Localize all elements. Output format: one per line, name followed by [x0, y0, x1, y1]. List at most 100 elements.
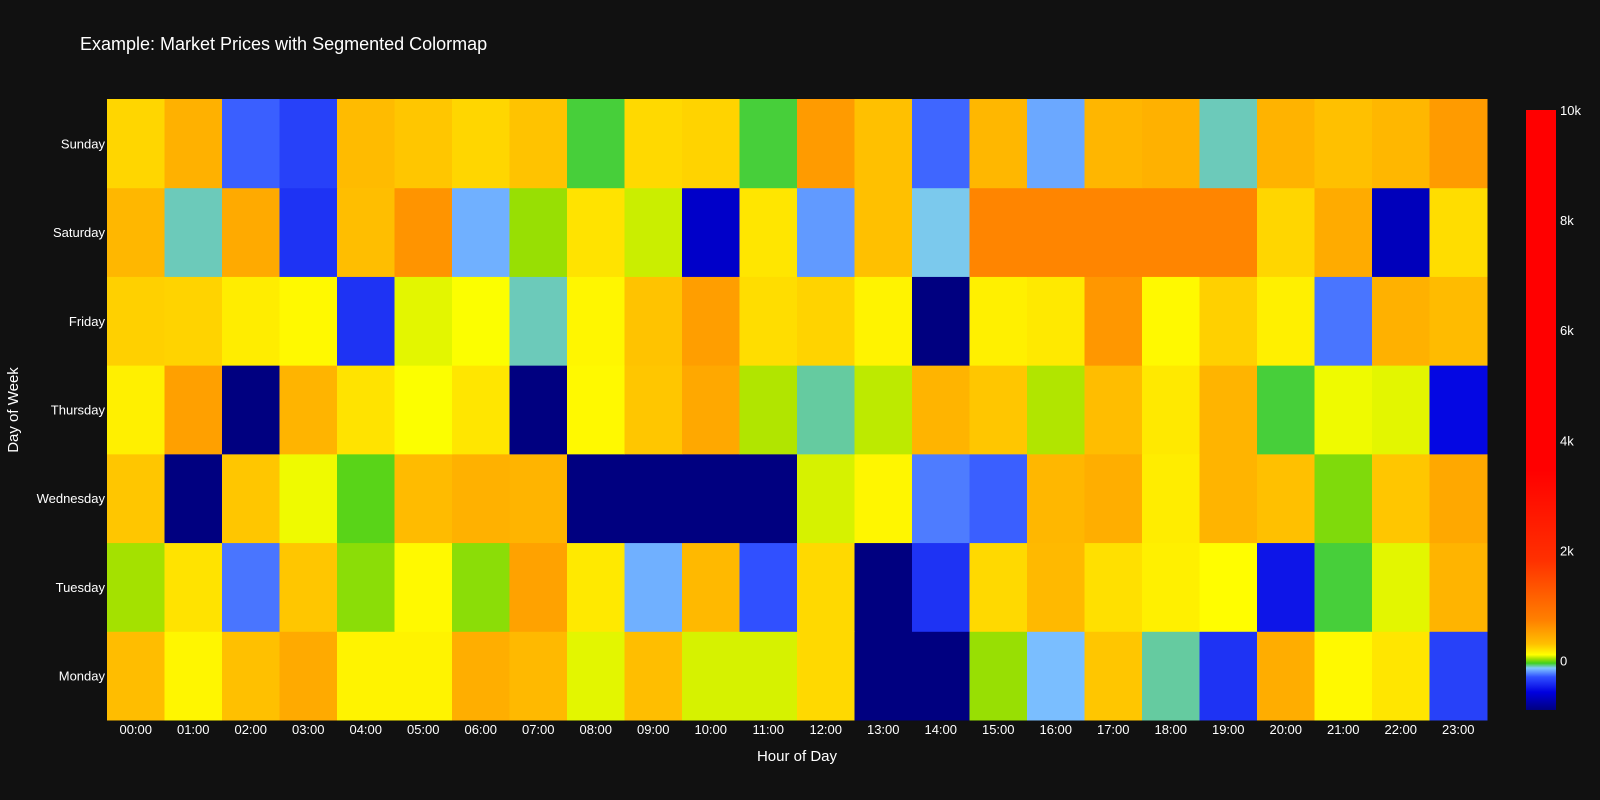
heatmap-cell: [682, 631, 740, 721]
heatmap-cell: [912, 365, 970, 455]
heatmap-cell: [969, 542, 1028, 632]
x-tick-label: 21:00: [1327, 722, 1360, 737]
x-tick-label: 09:00: [637, 722, 670, 737]
heatmap-cell: [1257, 99, 1315, 189]
heatmap-cell: [797, 365, 855, 455]
heatmap-cell: [1257, 631, 1315, 721]
heatmap-cell: [452, 99, 510, 189]
chart-title: Example: Market Prices with Segmented Co…: [80, 34, 487, 54]
heatmap-cell: [337, 631, 395, 721]
x-tick-label: 01:00: [177, 722, 210, 737]
heatmap-cell: [739, 276, 798, 366]
heatmap-cell: [567, 631, 625, 721]
heatmap-cell: [1199, 187, 1258, 277]
heatmap-cell: [452, 542, 510, 632]
heatmap-cell: [682, 99, 740, 189]
heatmap-cell: [279, 187, 338, 277]
heatmap-cell: [1199, 365, 1258, 455]
heatmap-cell: [337, 187, 395, 277]
heatmap-cell: [854, 542, 913, 632]
heatmap-cell: [1142, 453, 1200, 544]
heatmap-cell: [107, 453, 165, 544]
colorbar-tick-label: 0: [1560, 653, 1567, 668]
heatmap-cell: [279, 276, 338, 366]
x-tick-label: 04:00: [349, 722, 382, 737]
heatmap-cell: [969, 276, 1028, 366]
heatmap-cell: [1142, 276, 1200, 366]
x-tick-label: 19:00: [1212, 722, 1245, 737]
heatmap-cell: [1372, 453, 1430, 544]
colorbar-ticks: 0 2k 4k 6k 8k 10k: [1560, 103, 1581, 668]
heatmap-cell: [567, 276, 625, 366]
x-tick-label: 11:00: [752, 722, 784, 737]
heatmap-cell: [854, 453, 913, 544]
heatmap-cell: [509, 631, 568, 721]
heatmap-cell: [394, 276, 453, 366]
heatmap-cell: [1314, 542, 1373, 632]
heatmap-cell: [739, 631, 798, 721]
heatmap-cell: [164, 542, 223, 632]
heatmap-cell: [1429, 187, 1488, 277]
heatmap-cell: [279, 365, 338, 455]
x-tick-label: 08:00: [579, 722, 612, 737]
heatmap-cell: [394, 453, 453, 544]
heatmap-cell: [1027, 187, 1085, 277]
x-tick-label: 13:00: [867, 722, 900, 737]
x-tick-label: 12:00: [809, 722, 842, 737]
x-tick-label: 18:00: [1154, 722, 1187, 737]
heatmap-cell: [1027, 542, 1085, 632]
y-tick-label: Tuesday: [56, 580, 106, 595]
heatmap-cell: [797, 631, 855, 721]
heatmap-cell: [969, 99, 1028, 189]
x-tick-label: 17:00: [1097, 722, 1130, 737]
heatmap-cell: [1257, 453, 1315, 544]
heatmap-cell: [337, 99, 395, 189]
heatmap-cell: [509, 453, 568, 544]
heatmap-cell: [1084, 276, 1143, 366]
x-tick-label: 03:00: [292, 722, 325, 737]
y-tick-label: Saturday: [53, 225, 106, 240]
heatmap-cell: [1027, 276, 1085, 366]
heatmap-cell: [164, 453, 223, 544]
y-tick-label: Friday: [69, 314, 106, 329]
heatmap-cell: [797, 453, 855, 544]
heatmap-cell: [452, 187, 510, 277]
heatmap-cell: [452, 453, 510, 544]
heatmap-cell: [337, 365, 395, 455]
heatmap-cell: [107, 276, 165, 366]
heatmap-cell: [1027, 365, 1085, 455]
heatmap-cell: [1372, 276, 1430, 366]
heatmap-cells: [107, 99, 1488, 721]
heatmap-cell: [1314, 276, 1373, 366]
heatmap-cell: [394, 631, 453, 721]
heatmap-cell: [1429, 365, 1488, 455]
heatmap-cell: [912, 99, 970, 189]
y-axis-title: Day of Week: [5, 367, 22, 453]
heatmap-cell: [1142, 631, 1200, 721]
heatmap-cell: [797, 99, 855, 189]
heatmap-cell: [739, 99, 798, 189]
heatmap-cell: [1372, 631, 1430, 721]
heatmap-cell: [1372, 542, 1430, 632]
x-tick-label: 14:00: [924, 722, 957, 737]
heatmap-cell: [164, 187, 223, 277]
heatmap-cell: [912, 187, 970, 277]
heatmap-cell: [222, 453, 280, 544]
heatmap-cell: [1314, 453, 1373, 544]
heatmap-cell: [509, 365, 568, 455]
heatmap-cell: [107, 99, 165, 189]
heatmap-cell: [1257, 187, 1315, 277]
heatmap-cell: [1372, 99, 1430, 189]
heatmap-cell: [107, 631, 165, 721]
heatmap-cell: [854, 365, 913, 455]
heatmap-cell: [1314, 365, 1373, 455]
heatmap-cell: [1372, 365, 1430, 455]
heatmap-cell: [337, 542, 395, 632]
heatmap-cell: [682, 542, 740, 632]
heatmap-cell: [222, 631, 280, 721]
x-tick-label: 10:00: [694, 722, 727, 737]
heatmap-cell: [1314, 187, 1373, 277]
heatmap-cell: [969, 631, 1028, 721]
heatmap-cell: [337, 453, 395, 544]
